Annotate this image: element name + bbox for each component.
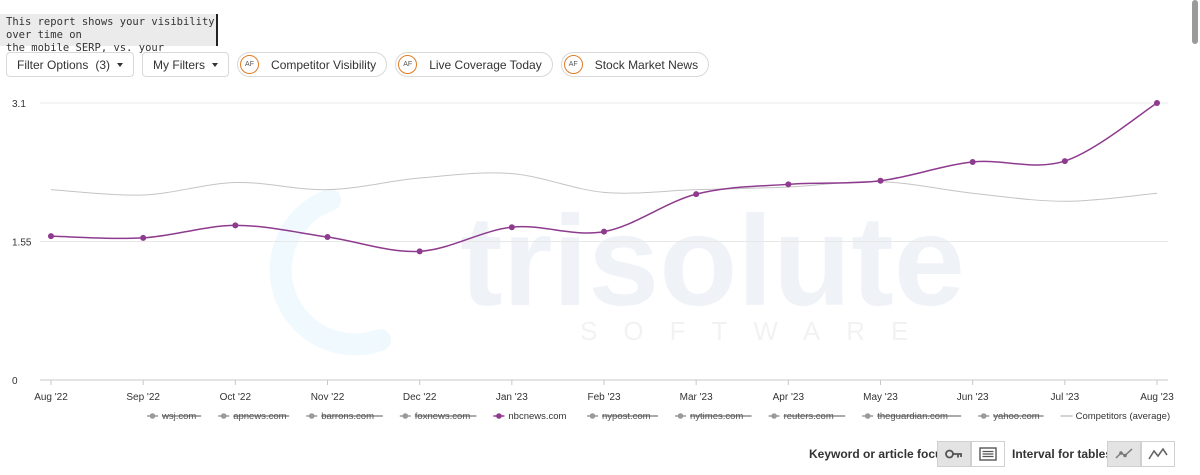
series-line-competitors-average (50, 172, 1158, 202)
chip-label: Competitor Visibility (271, 57, 377, 72)
legend-item-reuters-com[interactable]: reuters.com (768, 411, 846, 422)
y-tick-label: 0 (12, 376, 18, 387)
af-badge-icon: AF (563, 55, 583, 74)
tooltip-line-1: This report shows your visibility over t… (6, 16, 215, 41)
filter-options-label: Filter Options (17, 57, 89, 72)
data-point (969, 158, 976, 165)
legend-item-yahoo-com[interactable]: yahoo.com (978, 411, 1044, 422)
af-badge-icon: AF (398, 55, 418, 74)
x-tick-label: Feb '23 (587, 392, 620, 403)
legend-marker-icon (402, 413, 409, 419)
points-line-icon (1115, 448, 1133, 459)
chart-legend: wsj.com apnews.com barrons.com foxnews.com n… (147, 411, 1170, 422)
filter-options-count: (3) (95, 57, 111, 72)
legend-item-theguardian-com[interactable]: theguardian.com (862, 411, 962, 422)
data-point (877, 177, 884, 184)
legend-item-wsj-com[interactable]: wsj.com (147, 411, 202, 422)
data-point (1154, 100, 1160, 106)
data-point (232, 222, 239, 229)
legend-label: Competitors (average) (1076, 411, 1171, 422)
visibility-line-chart: trisolute SOFTWARE 0 1.55 3.1 Aug '22 Sep '… (12, 99, 1174, 422)
x-tick-label: Nov '22 (311, 392, 345, 403)
legend-marker-icon (864, 413, 871, 419)
bottom-toolbar: Keyword or article focus: Interval for t… (0, 441, 1200, 469)
chevron-down-icon (212, 62, 219, 67)
x-tick-label: May '23 (863, 392, 898, 403)
legend-item-nytimes-com[interactable]: nytimes.com (675, 411, 752, 422)
y-axis-labels: 0 1.55 3.1 (12, 99, 32, 387)
line-icon-button[interactable] (1141, 441, 1175, 467)
saved-filter-chip-stock-market[interactable]: AF Stock Market News (560, 52, 710, 77)
info-tooltip: This report shows your visibility over t… (0, 14, 218, 67)
data-point (601, 228, 607, 235)
legend-item-barrons-com[interactable]: barrons.com (306, 411, 383, 422)
legend-marker-icon (220, 413, 227, 419)
x-tick-label: Jun '23 (957, 392, 989, 403)
legend-item-foxnews-com[interactable]: foxnews.com (399, 411, 477, 422)
x-tick-label: Dec '22 (403, 392, 437, 403)
line-icon (1148, 447, 1168, 460)
chip-label: Stock Market News (594, 57, 699, 72)
key-icon-button[interactable] (937, 441, 971, 467)
scrollbar-thumb[interactable] (1192, 0, 1198, 44)
filter-bar: Filter Options (3) My Filters AF Competi… (6, 52, 717, 77)
article-icon (979, 447, 997, 461)
data-point (324, 234, 331, 241)
data-point (785, 181, 792, 188)
watermark-sub: SOFTWARE (580, 316, 934, 346)
legend-marker-icon (980, 413, 987, 419)
x-tick-label: Sep '22 (126, 392, 160, 403)
x-tick-label: Jan '23 (496, 392, 528, 403)
saved-filter-chip-competitor-visibility[interactable]: AF Competitor Visibility (237, 52, 388, 77)
data-point (508, 224, 515, 231)
my-filters-label: My Filters (153, 57, 206, 72)
article-icon-button[interactable] (971, 441, 1005, 467)
x-tick-label: Apr '23 (773, 392, 805, 403)
chart-series (48, 100, 1160, 255)
y-tick-label: 3.1 (12, 99, 26, 110)
x-tick-label: Aug '23 (1140, 392, 1174, 403)
data-point (416, 248, 423, 255)
my-filters-button[interactable]: My Filters (142, 52, 230, 77)
data-point (1061, 158, 1068, 165)
watermark-main: trisolute (460, 190, 965, 333)
legend-item-competitors-average[interactable]: Competitors (average) (1060, 411, 1171, 422)
legend-marker-icon (771, 413, 777, 419)
chevron-down-icon (117, 62, 124, 67)
legend-item-nbcnews-com[interactable]: nbcnews.com (493, 411, 567, 422)
x-tick-label: Aug '22 (34, 392, 68, 403)
legend-item-apnews-com[interactable]: apnews.com (218, 411, 290, 422)
focus-label: Keyword or article focus: (809, 447, 954, 461)
legend-marker-icon (496, 413, 502, 419)
watermark: trisolute SOFTWARE (269, 189, 965, 356)
af-badge-icon: AF (240, 55, 260, 74)
interval-label: Interval for tables: (1012, 447, 1117, 461)
legend-marker-icon (308, 413, 315, 419)
key-icon (945, 449, 962, 459)
legend-label: nbcnews.com (508, 411, 566, 422)
x-axis: Aug '22 Sep '22 Oct '22 Nov '22 Dec '22 Jan '… (34, 380, 1174, 403)
legend-marker-icon (677, 413, 684, 419)
x-tick-label: Mar '23 (680, 392, 713, 403)
chip-label: Live Coverage Today (429, 57, 542, 72)
data-point (140, 234, 147, 241)
data-point (48, 233, 54, 240)
points-line-icon-button[interactable] (1107, 441, 1141, 467)
legend-item-nypost-com[interactable]: nypost.com (587, 411, 658, 422)
saved-filter-chip-live-coverage[interactable]: AF Live Coverage Today (395, 52, 553, 77)
data-point (693, 191, 700, 198)
legend-marker-icon (149, 413, 156, 419)
trisolute-logo-mark (269, 189, 391, 356)
filter-options-button[interactable]: Filter Options (3) (6, 52, 135, 77)
y-tick-label: 1.55 (12, 238, 32, 249)
legend-marker-icon (589, 413, 596, 419)
x-tick-label: Jul '23 (1051, 392, 1080, 403)
x-tick-label: Oct '22 (220, 392, 252, 403)
